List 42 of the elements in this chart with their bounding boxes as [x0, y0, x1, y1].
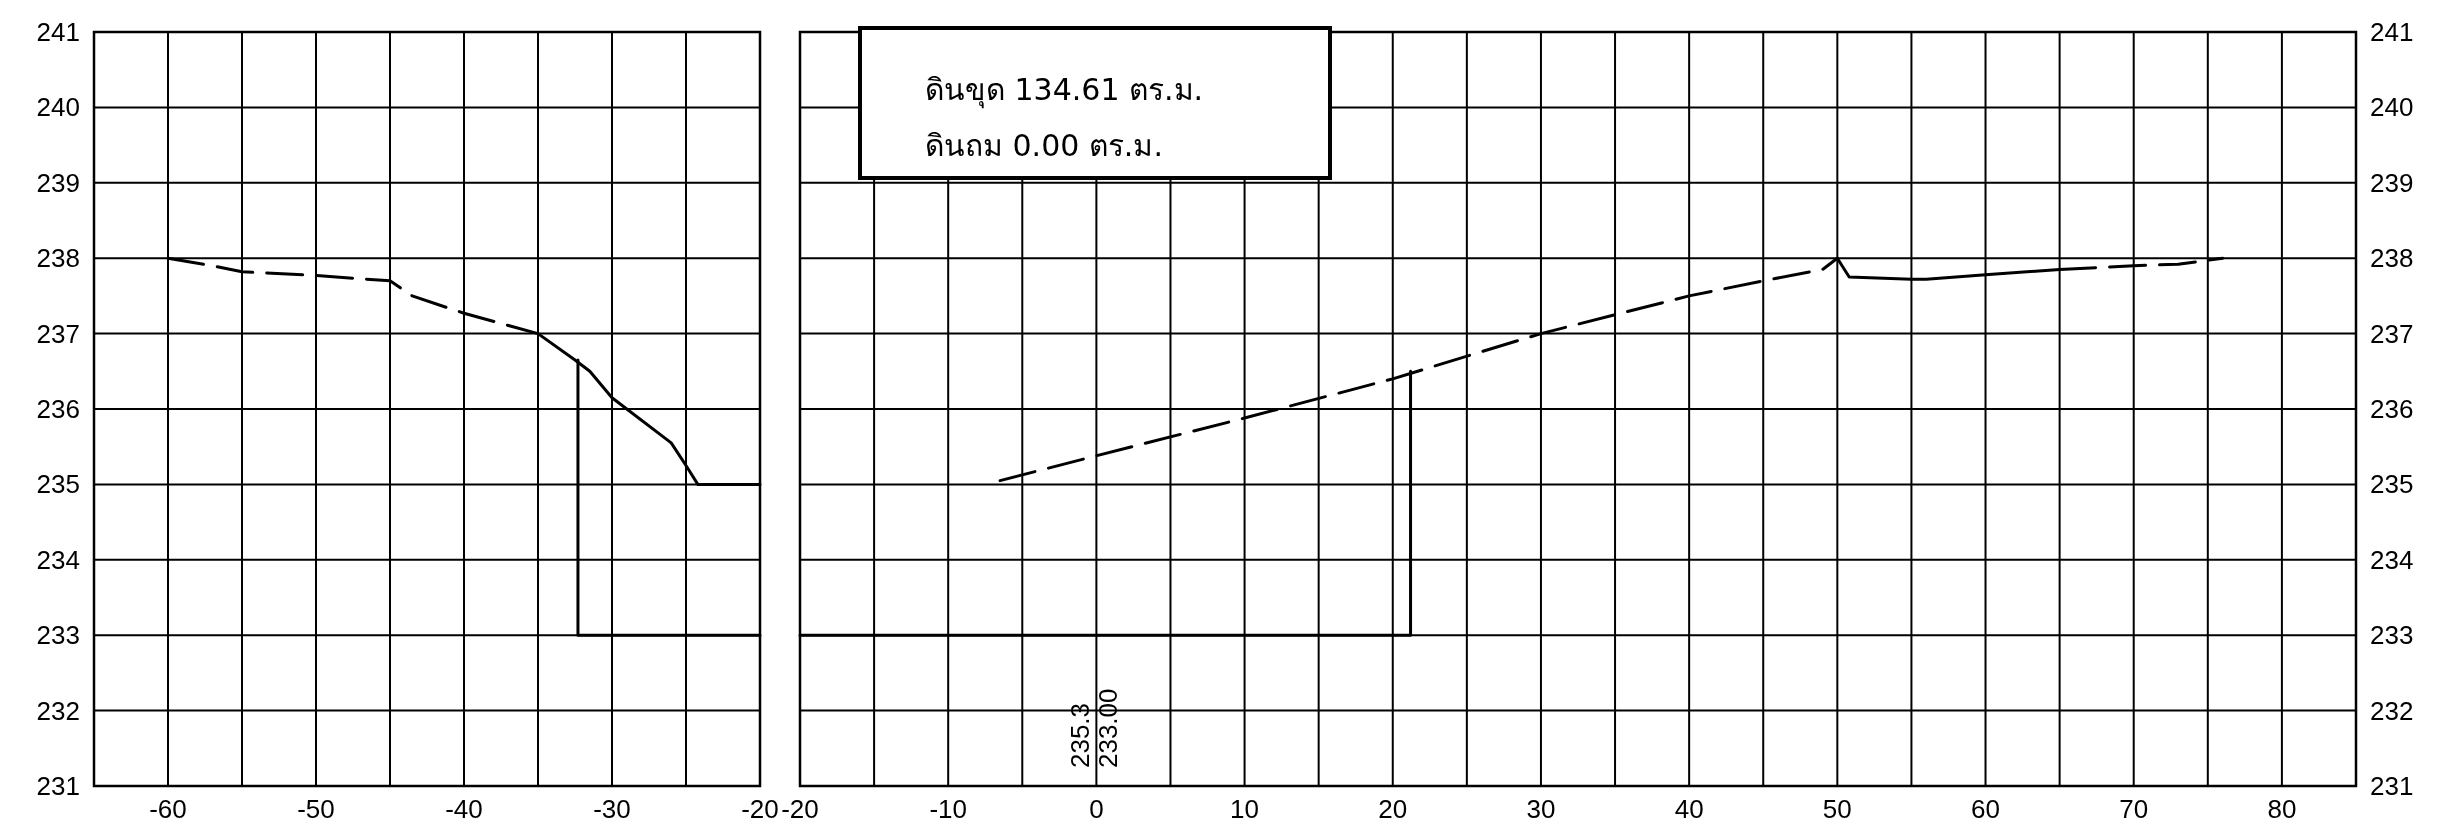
y-tick-label: 241	[2370, 17, 2414, 47]
x-tick-label: -30	[593, 794, 631, 824]
y-tick-label: 232	[36, 695, 80, 726]
y-tick-label: 238	[2370, 243, 2414, 274]
x-tick-label: 40	[1674, 794, 1704, 824]
x-tick-label: -40	[445, 794, 483, 824]
x-tick-label: -20	[741, 794, 779, 824]
y-tick-label: 231	[2370, 771, 2414, 801]
y-tick-label: 239	[2370, 167, 2414, 198]
y-tick-label: 235	[36, 469, 80, 500]
x-tick-label: 10	[1230, 794, 1260, 824]
x-tick-label: -20	[781, 794, 819, 824]
x-tick-label: 0	[1089, 794, 1104, 824]
annotation: ดินถม 0.00 ตร.ม.	[925, 128, 1163, 163]
annotation: ดินขุด 134.61 ตร.ม.	[925, 72, 1204, 109]
y-tick-label: 232	[2370, 695, 2414, 726]
y-tick-label: 236	[36, 394, 80, 424]
x-tick-label: 30	[1526, 794, 1556, 824]
y-tick-label: 237	[2370, 318, 2414, 349]
annotation: 233.00	[1093, 688, 1124, 768]
y-tick-label: 236	[2370, 394, 2414, 424]
y-tick-label: 234	[2370, 544, 2414, 575]
y-tick-label: 240	[36, 92, 80, 123]
x-tick-label: 80	[2267, 794, 2297, 824]
x-tick-label: 50	[1822, 794, 1852, 824]
y-tick-label: 239	[36, 167, 80, 198]
y-tick-label: 235	[2370, 469, 2414, 500]
x-tick-label: -10	[929, 794, 967, 824]
x-tick-label: 60	[1971, 794, 2000, 824]
annotation: 235.3	[1065, 702, 1096, 768]
y-tick-label: 234	[36, 544, 80, 575]
y-tick-label: 240	[2370, 92, 2414, 123]
y-tick-label: 237	[36, 318, 80, 349]
y-tick-label: 238	[36, 243, 80, 274]
y-tick-label: 233	[36, 620, 80, 651]
y-tick-label: 241	[36, 17, 80, 47]
x-tick-label: 20	[1378, 794, 1408, 824]
x-tick-label: -50	[297, 794, 335, 824]
y-tick-label: 233	[2370, 620, 2414, 651]
x-tick-label: 70	[2119, 794, 2149, 824]
x-tick-label: -60	[149, 794, 187, 824]
y-tick-label: 231	[36, 771, 80, 801]
